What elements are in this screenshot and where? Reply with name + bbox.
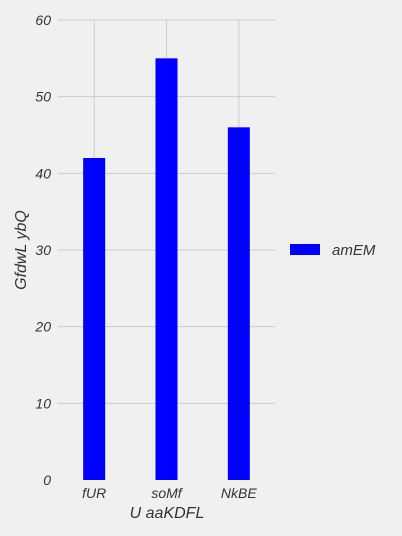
x-tick-label: fUR — [82, 485, 106, 501]
x-axis-label: U aaKDFL — [130, 505, 205, 522]
y-tick-label: 20 — [34, 319, 51, 335]
y-tick-label: 40 — [35, 165, 51, 181]
bar — [83, 158, 106, 480]
legend-label: amEM — [332, 242, 376, 259]
x-tick-label: NkBE — [221, 485, 257, 501]
y-tick-label: 10 — [35, 395, 51, 411]
bars — [83, 58, 250, 480]
y-tick-label: 0 — [43, 472, 51, 488]
y-axis-label: GfdwL ybQ — [13, 210, 30, 290]
x-tick-labels: fUR soMf NkBE — [82, 485, 257, 501]
y-tick-label: 60 — [35, 12, 51, 28]
legend-swatch — [290, 244, 320, 255]
legend: amEM — [290, 242, 376, 259]
bar — [155, 58, 178, 480]
bar — [227, 127, 250, 480]
y-tick-label: 50 — [35, 89, 51, 105]
y-tick-labels: 0 10 20 30 40 50 60 — [34, 12, 51, 488]
x-tick-label: soMf — [151, 485, 183, 501]
y-tick-label: 30 — [35, 242, 51, 258]
